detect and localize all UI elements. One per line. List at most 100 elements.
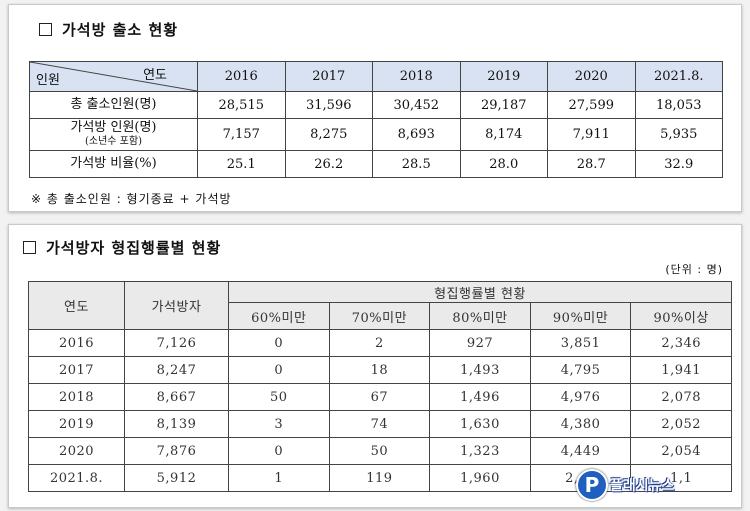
table-cell: 1,493 bbox=[429, 356, 531, 384]
year-cell: 2016 bbox=[28, 329, 125, 357]
table-cell: 2 bbox=[328, 329, 431, 357]
year-cell: 2019 bbox=[28, 410, 125, 438]
row-sublabel: (소년수 포함) bbox=[85, 135, 142, 147]
section1-title: 가석방 출소 현황 bbox=[62, 21, 179, 39]
table-row: 2019 8,139 3 74 1,630 4,380 2,052 bbox=[28, 410, 732, 438]
table-cell: 927 bbox=[429, 329, 531, 357]
release-status-table: 연도 인원 2016 2017 2018 2019 2020 2021.8. 총… bbox=[29, 61, 723, 178]
table-cell: 4,449 bbox=[529, 437, 632, 465]
table-cell: 8,693 bbox=[372, 118, 461, 151]
table-row: 2017 8,247 0 18 1,493 4,795 1,941 bbox=[28, 356, 732, 384]
table-cell: 1 bbox=[228, 464, 330, 492]
rate-header: 70%미만 bbox=[328, 302, 431, 330]
year-cell: 2020 bbox=[28, 437, 125, 465]
table-cell: 2,052 bbox=[630, 410, 732, 438]
corner-top-label: 연도 bbox=[143, 68, 167, 83]
corner-cell: 연도 인원 bbox=[29, 61, 198, 92]
table-cell: 0 bbox=[228, 356, 330, 384]
unit-label: (단위 : 명) bbox=[665, 263, 723, 276]
table-cell: 1,496 bbox=[429, 383, 531, 411]
table-cell: 0 bbox=[228, 437, 330, 465]
table-cell: 25.1 bbox=[197, 150, 286, 178]
row-label: 가석방 비율(%) bbox=[29, 150, 198, 178]
year-header: 2021.8. bbox=[634, 61, 723, 92]
total-cell: 8,139 bbox=[124, 410, 229, 438]
table-cell: 0 bbox=[228, 329, 330, 357]
table-row: 가석방 비율(%) 25.1 26.2 28.5 28.0 28.7 32.9 bbox=[29, 150, 723, 178]
year-header: 2016 bbox=[197, 61, 286, 92]
rate-header: 90%미만 bbox=[529, 302, 632, 330]
table-cell: 119 bbox=[328, 464, 431, 492]
table-cell: 27,599 bbox=[547, 91, 636, 119]
table-cell: 1,1 bbox=[630, 464, 732, 492]
diagonal-line bbox=[30, 62, 197, 91]
logo-text: 플래시뉴스 bbox=[610, 478, 675, 494]
section1-heading: 가석방 출소 현황 bbox=[39, 19, 178, 40]
table-cell: 1,630 bbox=[429, 410, 531, 438]
table-header-row: 연도 가석방자 형집행률별 현황 bbox=[28, 281, 732, 330]
table-cell: 4,380 bbox=[529, 410, 632, 438]
table-cell: 28.5 bbox=[372, 150, 461, 178]
corner-bottom-label: 인원 bbox=[36, 73, 60, 88]
table-cell: 32.9 bbox=[634, 150, 723, 178]
execution-rate-table: 연도 가석방자 형집행률별 현황 60%미만 70%미만 80%미만 90%미만… bbox=[28, 281, 732, 492]
table-cell: 4,976 bbox=[529, 383, 632, 411]
footnote: ※ 총 출소인원 : 형기종료 + 가석방 bbox=[31, 192, 232, 206]
table-row: 2018 8,667 50 67 1,496 4,976 2,078 bbox=[28, 383, 732, 411]
year-cell: 2021.8. bbox=[28, 464, 125, 492]
table-cell: 74 bbox=[328, 410, 431, 438]
table-cell: 5,935 bbox=[634, 118, 723, 151]
table-cell: 18,053 bbox=[634, 91, 723, 119]
table-cell: 67 bbox=[328, 383, 431, 411]
table-cell: 1,960 bbox=[429, 464, 531, 492]
total-cell: 8,247 bbox=[124, 356, 229, 384]
watermark-logo: P 플래시뉴스 bbox=[572, 467, 700, 503]
table-cell: 2,078 bbox=[630, 383, 732, 411]
table-cell: 26.2 bbox=[284, 150, 373, 178]
section2-title: 가석방자 형집행률별 현황 bbox=[46, 239, 222, 257]
table-row: 2021.8. 5,912 1 119 1,960 2,61 1,1 bbox=[28, 464, 732, 492]
table-cell: 50 bbox=[228, 383, 330, 411]
table-cell: 1,323 bbox=[429, 437, 531, 465]
table-header-row: 연도 인원 2016 2017 2018 2019 2020 2021.8. bbox=[29, 61, 723, 92]
total-cell: 7,126 bbox=[124, 329, 229, 357]
total-cell: 7,876 bbox=[124, 437, 229, 465]
release-status-panel: 가석방 출소 현황 연도 인원 2016 2017 2018 2019 2020… bbox=[8, 4, 742, 212]
table-cell: 18 bbox=[328, 356, 431, 384]
table-cell: 8,275 bbox=[284, 118, 373, 151]
checkbox-square-icon bbox=[23, 241, 36, 254]
table-cell: 28.0 bbox=[459, 150, 548, 178]
year-cell: 2017 bbox=[28, 356, 125, 384]
table-cell: 7,911 bbox=[547, 118, 636, 151]
table-cell: 7,157 bbox=[197, 118, 286, 151]
year-column-header: 연도 bbox=[28, 281, 125, 330]
rate-header: 80%미만 bbox=[429, 302, 531, 330]
table-row: 2016 7,126 0 2 927 3,851 2,346 bbox=[28, 329, 732, 357]
table-cell: 31,596 bbox=[284, 91, 373, 119]
table-cell: 3,851 bbox=[529, 329, 632, 357]
total-cell: 5,912 bbox=[124, 464, 229, 492]
rate-header: 90%이상 bbox=[630, 302, 732, 330]
table-row: 가석방 인원(명) (소년수 포함) 7,157 8,275 8,693 8,17… bbox=[29, 118, 723, 151]
execution-rate-panel: 가석방자 형집행률별 현황 (단위 : 명) 연도 가석방자 형집행률별 현황 … bbox=[8, 224, 742, 508]
table-row: 총 출소인원(명) 28,515 31,596 30,452 29,187 27… bbox=[29, 91, 723, 119]
row-label: 가석방 인원(명) (소년수 포함) bbox=[29, 118, 198, 151]
checkbox-square-icon bbox=[39, 23, 52, 36]
table-cell: 3 bbox=[228, 410, 330, 438]
table-cell: 29,187 bbox=[459, 91, 548, 119]
table-row: 2020 7,876 0 50 1,323 4,449 2,054 bbox=[28, 437, 732, 465]
year-header: 2020 bbox=[547, 61, 636, 92]
table-cell: 2,054 bbox=[630, 437, 732, 465]
year-cell: 2018 bbox=[28, 383, 125, 411]
table-cell: 8,174 bbox=[459, 118, 548, 151]
total-column-header: 가석방자 bbox=[124, 281, 229, 330]
total-cell: 8,667 bbox=[124, 383, 229, 411]
table-cell: 30,452 bbox=[372, 91, 461, 119]
table-cell: 50 bbox=[328, 437, 431, 465]
rate-header: 60%미만 bbox=[228, 302, 330, 330]
table-cell: 2,346 bbox=[630, 329, 732, 357]
year-header: 2017 bbox=[284, 61, 373, 92]
table-cell: 1,941 bbox=[630, 356, 732, 384]
table-cell: 28.7 bbox=[547, 150, 636, 178]
table-cell: 4,795 bbox=[529, 356, 632, 384]
